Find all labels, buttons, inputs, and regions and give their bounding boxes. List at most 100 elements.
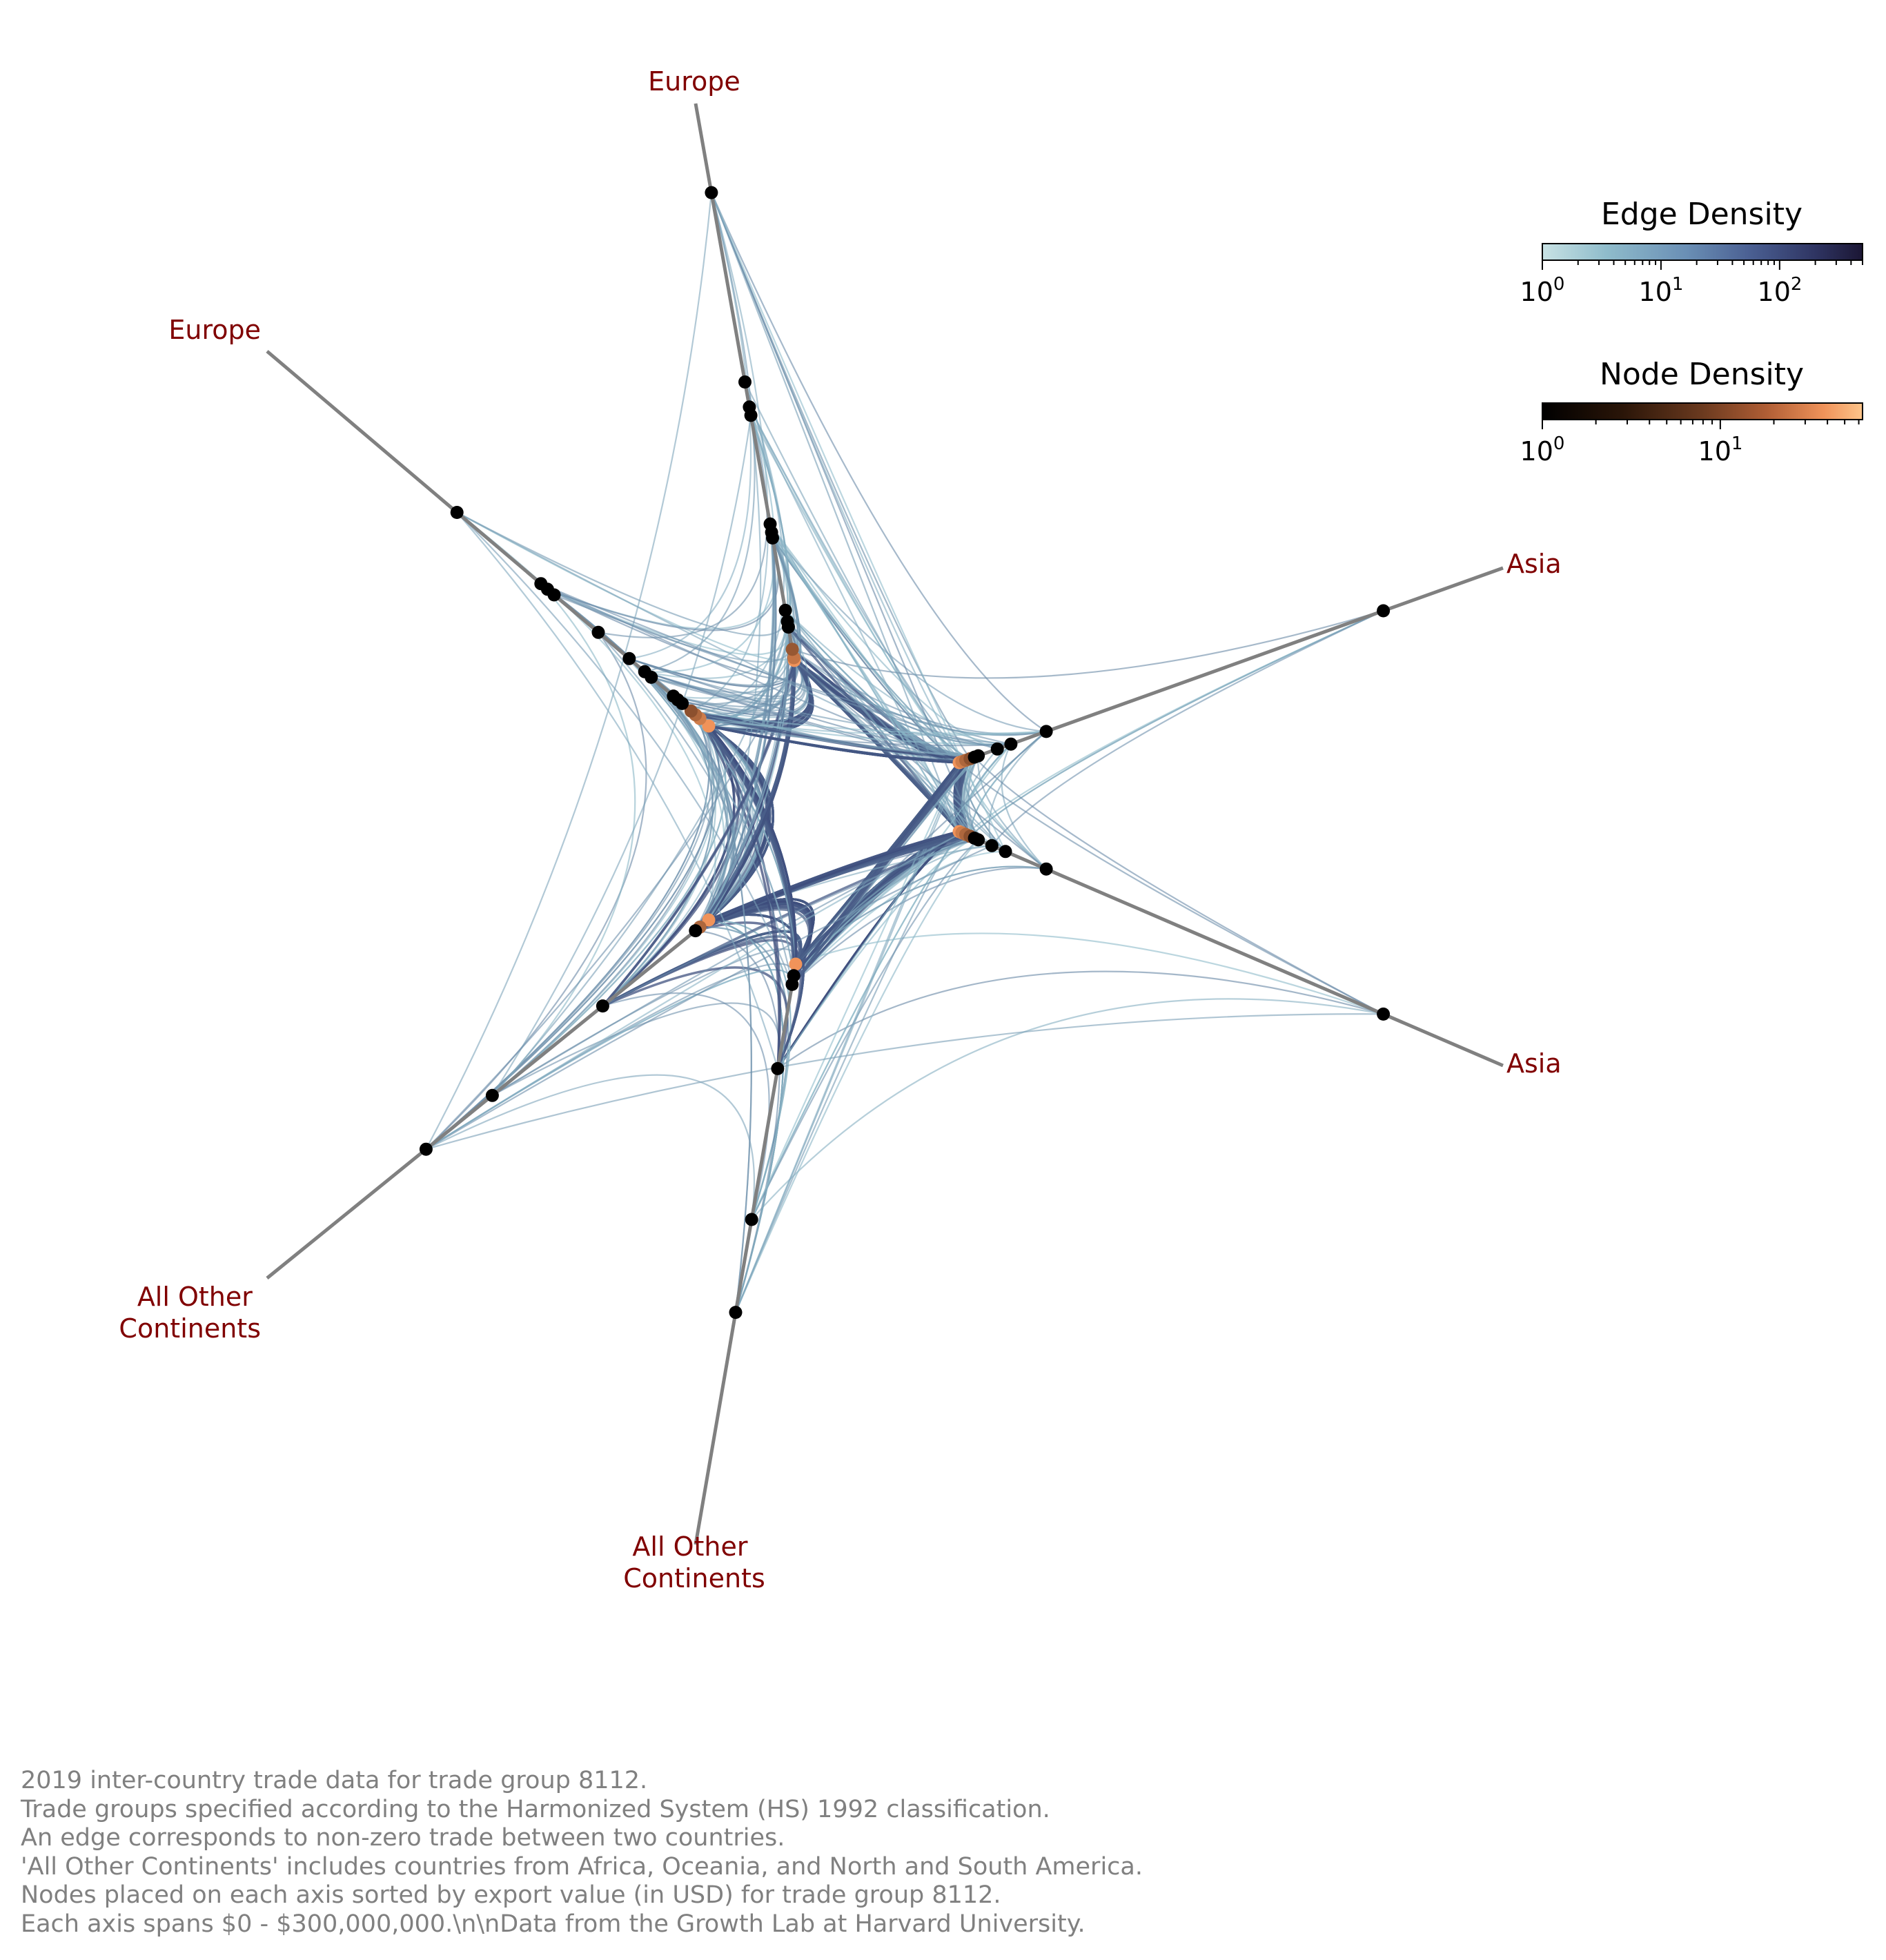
axis-other-bottom (694, 963, 798, 1545)
edge (629, 192, 752, 660)
node (702, 913, 716, 927)
edge-density-colorbar: Edge Density 100 101 102 (1520, 197, 1863, 307)
edge (425, 718, 714, 1150)
node (729, 1306, 743, 1320)
node (689, 924, 703, 938)
node (1004, 737, 1018, 751)
axes-layer (266, 103, 1504, 1545)
node (1039, 725, 1053, 738)
edge (700, 718, 1047, 736)
edge (425, 1074, 755, 1220)
edge (694, 714, 797, 965)
edge (491, 582, 636, 1097)
node (780, 615, 794, 628)
edge (748, 406, 960, 832)
node (534, 577, 548, 591)
node-density-title: Node Density (1600, 357, 1804, 392)
node (596, 999, 609, 1013)
node (789, 957, 803, 971)
edge (710, 192, 1006, 852)
edge (776, 743, 1012, 1070)
edge (970, 609, 1384, 837)
node (622, 651, 636, 665)
edge (456, 511, 960, 764)
axis-label-asia-lower: Asia (1506, 1048, 1562, 1079)
edge (991, 610, 1384, 846)
node (1377, 1007, 1391, 1021)
edge-density-title: Edge Density (1601, 197, 1802, 232)
edge (553, 594, 1012, 745)
node (450, 506, 464, 519)
node (745, 1213, 758, 1226)
edge (708, 725, 1011, 747)
edge (959, 762, 1384, 1015)
node (638, 665, 651, 678)
node (684, 704, 698, 718)
caption-line: Each axis spans $0 - $300,000,000.\n\nDa… (21, 1910, 1086, 1938)
edge (707, 725, 774, 921)
caption-line: Trade groups specified according to the … (21, 1795, 1050, 1823)
edge (425, 192, 712, 1150)
node (785, 977, 799, 991)
edge (425, 725, 720, 1150)
edge (734, 839, 979, 1313)
edges-layer (425, 192, 1384, 1313)
edge (673, 538, 794, 699)
edge (491, 710, 715, 1097)
edge (456, 511, 778, 1069)
axis-label-europe-top: Europe (648, 66, 740, 97)
edge (771, 531, 976, 839)
edge (628, 658, 795, 976)
edge (426, 1013, 1384, 1150)
node (1377, 604, 1391, 618)
edge (792, 867, 1047, 986)
edge (708, 830, 960, 921)
edge (699, 718, 979, 757)
node (972, 749, 985, 763)
edge (965, 609, 1384, 835)
node (771, 1061, 785, 1075)
edge (598, 406, 768, 638)
edge (965, 756, 976, 839)
edge (491, 415, 752, 1096)
edge (425, 725, 720, 1150)
edge (970, 609, 1384, 837)
caption-line: 2019 inter-country trade data for trade … (21, 1767, 648, 1794)
node (705, 186, 718, 199)
node (763, 517, 777, 531)
node (985, 839, 999, 852)
edge (974, 756, 1384, 1015)
edge (645, 406, 776, 673)
node-density-bar (1542, 402, 1863, 420)
edge (547, 532, 778, 630)
edge (988, 731, 1047, 846)
edge (695, 714, 1011, 745)
edge-density-bar (1542, 243, 1863, 261)
edge (707, 725, 752, 1313)
node (785, 643, 799, 656)
edge-tick-label-0: 100 (1520, 274, 1565, 307)
edge (794, 660, 1047, 870)
edge (751, 762, 961, 1220)
edge (710, 192, 1047, 732)
node (743, 400, 756, 414)
node (1039, 862, 1053, 876)
edge (651, 609, 799, 694)
node-tick-label-0: 100 (1520, 433, 1565, 467)
edge (965, 760, 1047, 870)
node-density-colorbar: Node Density 100 101 (1520, 357, 1863, 467)
edge (602, 837, 975, 1007)
axis-label-asia-upper: Asia (1506, 549, 1562, 579)
node (591, 625, 605, 639)
edge (425, 660, 795, 1150)
figure-caption: 2019 inter-country trade data for trade … (21, 1767, 1849, 1939)
node-tick-label-1: 101 (1698, 433, 1743, 467)
edge (1001, 743, 1047, 870)
edge (425, 963, 795, 1150)
edge (751, 998, 1384, 1220)
edge (791, 759, 967, 986)
edge (771, 531, 1047, 732)
nodes-layer (419, 186, 1391, 1320)
edge (977, 756, 1047, 870)
